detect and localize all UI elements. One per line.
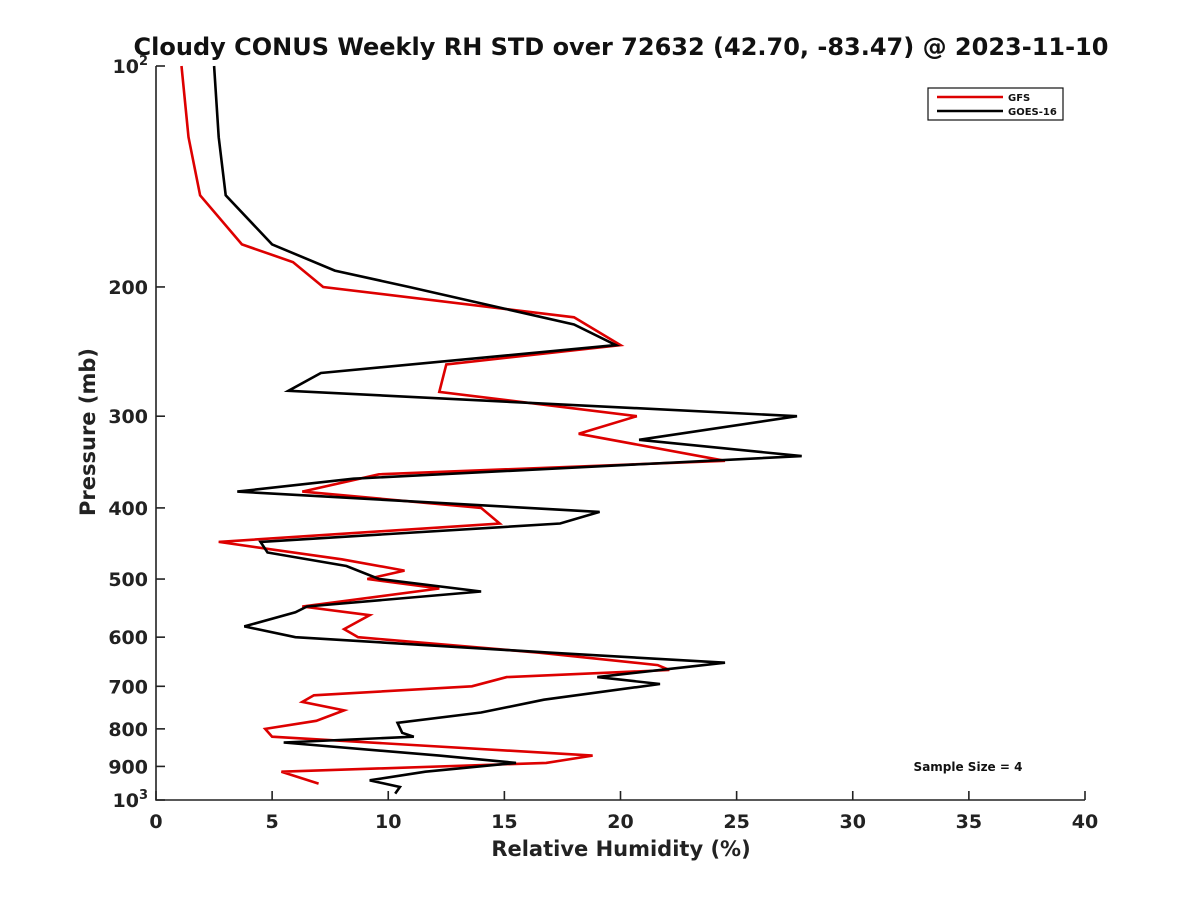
y-axis-ticks: 102 200 300 400 500 600 700 800 900 103	[108, 54, 165, 812]
x-tick-label: 40	[1072, 811, 1098, 833]
y-tick-label: 500	[108, 569, 148, 591]
series-layer	[180, 65, 802, 795]
legend-goes16-label: GOES-16	[1008, 107, 1057, 118]
y-tick-label: 103	[113, 788, 149, 812]
x-axis-label: Relative Humidity (%)	[491, 837, 750, 861]
plot-area: 0 5 10 15 20 25 30 35 40 102 200 300 400 500 600 700 80…	[108, 54, 1098, 833]
y-tick-label: 200	[108, 277, 148, 299]
x-axis-ticks: 0 5 10 15 20 25 30 35 40	[149, 791, 1098, 833]
series-line-goes-16	[212, 65, 802, 795]
y-tick-label: 800	[108, 719, 148, 741]
sample-size-annotation: Sample Size = 4	[914, 760, 1023, 774]
y-tick-label: 400	[108, 498, 148, 520]
x-tick-label: 30	[840, 811, 866, 833]
chart-title: Cloudy CONUS Weekly RH STD over 72632 (4…	[134, 33, 1109, 61]
x-tick-label: 10	[375, 811, 401, 833]
x-tick-label: 15	[491, 811, 517, 833]
x-tick-label: 20	[607, 811, 633, 833]
y-tick-label: 300	[108, 406, 148, 428]
y-tick-label: 700	[108, 676, 148, 698]
series-line-gfs	[180, 65, 726, 785]
x-tick-label: 5	[266, 811, 279, 833]
y-tick-label: 600	[108, 627, 148, 649]
legend: GFS GOES-16	[927, 87, 1064, 121]
y-tick-label: 102	[113, 54, 149, 78]
y-axis-label: Pressure (mb)	[76, 348, 100, 516]
x-tick-label: 35	[956, 811, 982, 833]
legend-box	[927, 87, 1064, 121]
y-tick-label: 900	[108, 756, 148, 778]
x-tick-label: 0	[149, 811, 162, 833]
plot-background	[156, 66, 1085, 800]
legend-gfs-label: GFS	[1008, 93, 1030, 104]
x-tick-label: 25	[723, 811, 749, 833]
